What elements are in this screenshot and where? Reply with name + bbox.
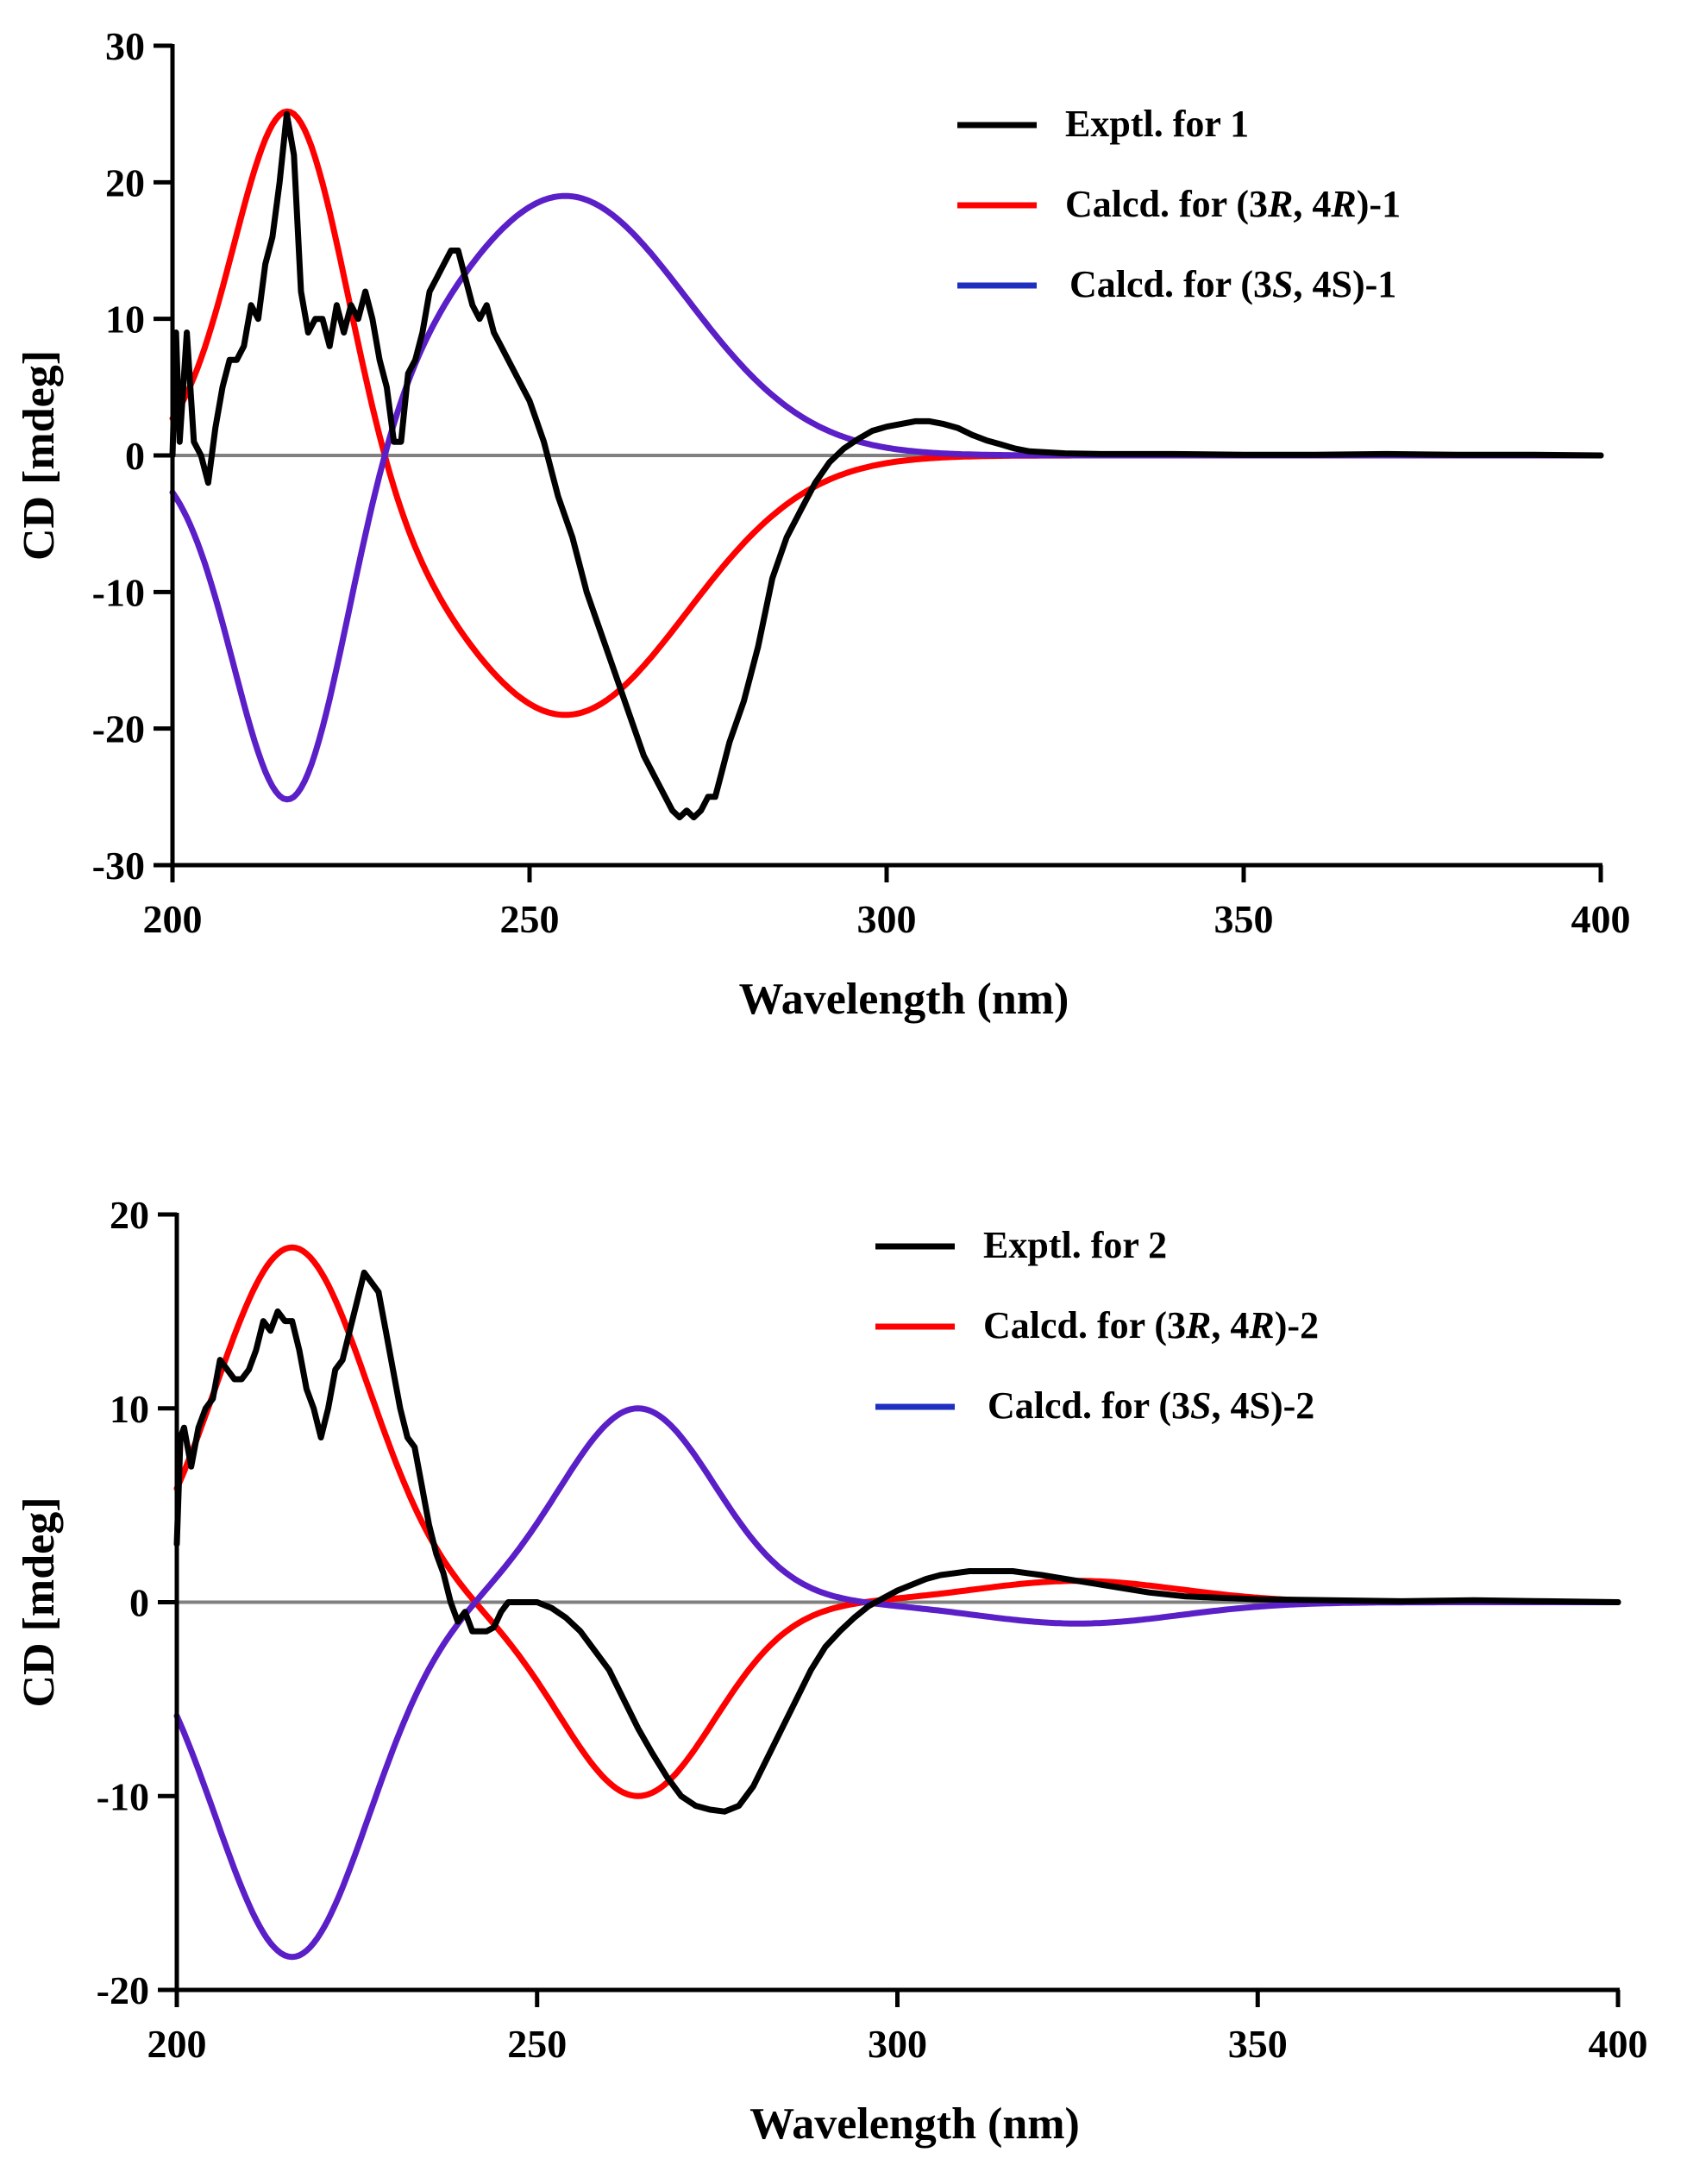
ticks [154,43,1603,882]
x-axis-title: Wavelength (nm) [739,975,1069,1024]
x-tick-label: 200 [143,897,203,941]
legend-label-italic: R [1330,183,1356,225]
legend-label: Exptl. for 2 [983,1224,1167,1266]
legend-label-text: Calcd. for (3 [1069,263,1272,305]
y-tick-label: -30 [92,844,145,888]
legend-label-italic: R [1267,183,1293,225]
chart-panel-1: 30 20 10 0 -10 -20 -30 200 250 300 350 4… [15,24,1631,1024]
legend-label-italic: S [1272,263,1293,305]
legend-item-1: Exptl. for 2 [875,1224,1167,1266]
legend-label-text: , 4S)-1 [1294,263,1397,305]
y-tick-label: -10 [92,570,145,614]
y-tick-label: 10 [105,298,145,342]
y-axis-title: CD [mdeg] [15,1497,64,1707]
x-tick-label: 250 [507,2022,567,2066]
x-tick-labels: 200 250 300 350 400 [143,897,1631,941]
y-tick-label: -20 [97,1968,149,2012]
x-tick-label: 400 [1571,897,1631,941]
x-tick-label: 300 [857,897,917,941]
legend-label-text: Calcd. for (3 [1065,183,1268,225]
series-lines [173,1244,1621,1961]
x-tick-label: 400 [1589,2022,1648,2066]
legend-label: Calcd. for (3R, 4R)-2 [983,1304,1319,1346]
y-tick-label: -20 [92,707,145,751]
y-tick-label: 10 [110,1387,149,1431]
legend-label-italic: S [1190,1384,1211,1427]
legend-label-text: , 4 [1293,183,1331,225]
x-tick-label: 350 [1228,2022,1288,2066]
legend-item-3: Calcd. for (3S, 4S)-2 [875,1384,1314,1427]
legend-label: Calcd. for (3S, 4S)-2 [988,1384,1314,1427]
legend-label-text: Exptl. for 1 [1065,103,1249,145]
series-line-1 [173,1269,1621,1815]
y-tick-label: 0 [125,434,145,478]
legend-item-3: Calcd. for (3S, 4S)-1 [957,263,1396,305]
y-tick-label: 30 [105,24,145,68]
y-tick-labels: 20 10 0 -10 -20 [97,1193,149,2012]
legend-label-text: )-1 [1357,183,1401,225]
y-tick-label: 20 [110,1193,149,1237]
legend-item-2: Calcd. for (3R, 4R)-2 [875,1304,1319,1346]
ticks [158,1212,1621,2007]
x-axis-title: Wavelength (nm) [749,2099,1080,2149]
legend-item-1: Exptl. for 1 [957,103,1249,145]
y-tick-labels: 30 20 10 0 -10 -20 -30 [92,24,145,888]
y-tick-label: 20 [105,160,145,204]
x-tick-labels: 200 250 300 350 400 [147,2022,1648,2066]
chart-panel-2: 20 10 0 -10 -20 200 250 300 350 400 Wave… [15,1193,1648,2149]
legend-label: Calcd. for (3S, 4S)-1 [1069,263,1396,305]
y-tick-label: 0 [129,1581,149,1625]
legend-label-text: Calcd. for (3 [988,1384,1190,1427]
y-axis-title: CD [mdeg] [15,350,64,561]
y-tick-label: -10 [97,1774,149,1818]
series-lines [169,108,1604,821]
series-line-1 [169,110,1604,821]
x-tick-label: 250 [500,897,560,941]
legend-item-2: Calcd. for (3R, 4R)-1 [957,183,1401,225]
x-tick-label: 350 [1214,897,1274,941]
legend-label-text: Calcd. for (3 [983,1304,1186,1346]
x-tick-label: 200 [147,2022,207,2066]
legend-label-text: , 4S)-2 [1212,1384,1315,1427]
legend-label-text: )-2 [1275,1304,1319,1346]
legend-label-text: Exptl. for 2 [983,1224,1167,1266]
legend-label: Exptl. for 1 [1065,103,1249,145]
legend-label: Calcd. for (3R, 4R)-1 [1065,183,1401,225]
legend-label-italic: R [1248,1304,1274,1346]
x-tick-label: 300 [868,2022,927,2066]
legend-label-italic: R [1185,1304,1211,1346]
legend-label-text: , 4 [1211,1304,1249,1346]
